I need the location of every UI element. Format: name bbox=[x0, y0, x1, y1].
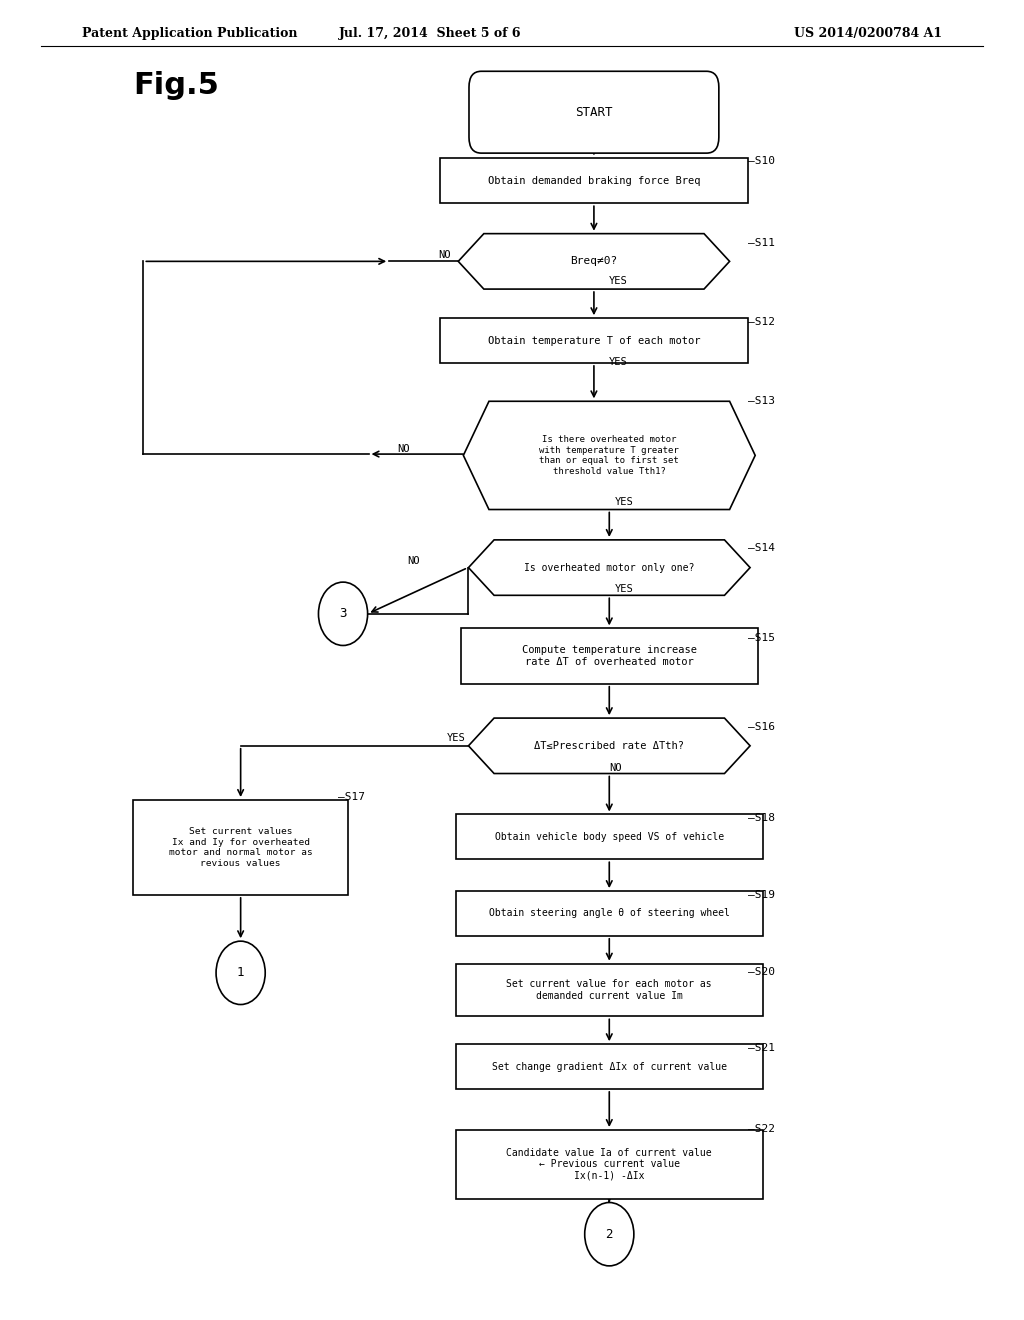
Text: Is overheated motor only one?: Is overheated motor only one? bbox=[524, 562, 694, 573]
Text: —S20: —S20 bbox=[748, 966, 774, 977]
Text: NO: NO bbox=[408, 556, 420, 566]
Text: Obtain demanded braking force Breq: Obtain demanded braking force Breq bbox=[487, 176, 700, 186]
Text: —S18: —S18 bbox=[748, 813, 774, 824]
Text: —S16: —S16 bbox=[748, 722, 774, 733]
Text: —S22: —S22 bbox=[748, 1123, 774, 1134]
Text: —S17: —S17 bbox=[338, 792, 365, 803]
FancyBboxPatch shape bbox=[456, 891, 763, 936]
Text: 1: 1 bbox=[237, 966, 245, 979]
FancyBboxPatch shape bbox=[469, 71, 719, 153]
Text: —S21: —S21 bbox=[748, 1043, 774, 1053]
Circle shape bbox=[585, 1203, 634, 1266]
Text: YES: YES bbox=[614, 496, 633, 507]
Text: —S19: —S19 bbox=[748, 890, 774, 900]
Text: Compute temperature increase
rate ΔT of overheated motor: Compute temperature increase rate ΔT of … bbox=[522, 645, 696, 667]
Circle shape bbox=[318, 582, 368, 645]
FancyBboxPatch shape bbox=[461, 628, 758, 684]
Text: 3: 3 bbox=[339, 607, 347, 620]
Text: NO: NO bbox=[609, 763, 622, 774]
Text: —S14: —S14 bbox=[748, 543, 774, 553]
Polygon shape bbox=[458, 234, 729, 289]
Text: —S15: —S15 bbox=[748, 632, 774, 643]
Text: Set current values
Ix and Iy for overheated
motor and normal motor as
revious va: Set current values Ix and Iy for overhea… bbox=[169, 828, 312, 867]
Text: —S12: —S12 bbox=[748, 317, 774, 327]
Text: Jul. 17, 2014  Sheet 5 of 6: Jul. 17, 2014 Sheet 5 of 6 bbox=[339, 26, 521, 40]
Text: Fig.5: Fig.5 bbox=[133, 71, 219, 100]
Text: —S11: —S11 bbox=[748, 238, 774, 248]
Polygon shape bbox=[468, 718, 750, 774]
FancyBboxPatch shape bbox=[440, 158, 748, 203]
Text: YES: YES bbox=[447, 733, 466, 743]
Text: Obtain temperature T of each motor: Obtain temperature T of each motor bbox=[487, 335, 700, 346]
Text: YES: YES bbox=[609, 276, 628, 286]
Text: Obtain vehicle body speed VS of vehicle: Obtain vehicle body speed VS of vehicle bbox=[495, 832, 724, 842]
Text: ΔT≤Prescribed rate ΔTth?: ΔT≤Prescribed rate ΔTth? bbox=[535, 741, 684, 751]
Text: Candidate value Ia of current value
← Previous current value
Ix(n-1) -ΔIx: Candidate value Ia of current value ← Pr… bbox=[507, 1147, 712, 1181]
FancyBboxPatch shape bbox=[456, 814, 763, 859]
Text: Is there overheated motor
with temperature T greater
than or equal to first set
: Is there overheated motor with temperatu… bbox=[540, 436, 679, 475]
Text: YES: YES bbox=[614, 583, 633, 594]
FancyBboxPatch shape bbox=[456, 1130, 763, 1199]
Text: YES: YES bbox=[609, 356, 628, 367]
FancyBboxPatch shape bbox=[440, 318, 748, 363]
Text: START: START bbox=[575, 106, 612, 119]
Text: Obtain steering angle θ of steering wheel: Obtain steering angle θ of steering whee… bbox=[488, 908, 730, 919]
FancyBboxPatch shape bbox=[133, 800, 348, 895]
Polygon shape bbox=[463, 401, 756, 510]
Circle shape bbox=[216, 941, 265, 1005]
Text: Set change gradient ΔIx of current value: Set change gradient ΔIx of current value bbox=[492, 1061, 727, 1072]
Text: NO: NO bbox=[438, 249, 451, 260]
Text: US 2014/0200784 A1: US 2014/0200784 A1 bbox=[794, 26, 942, 40]
Text: Set current value for each motor as
demanded current value Im: Set current value for each motor as dema… bbox=[507, 979, 712, 1001]
FancyBboxPatch shape bbox=[456, 1044, 763, 1089]
FancyBboxPatch shape bbox=[456, 964, 763, 1016]
Text: Patent Application Publication: Patent Application Publication bbox=[82, 26, 297, 40]
Text: —S13: —S13 bbox=[748, 396, 774, 407]
Text: —S10: —S10 bbox=[748, 156, 774, 166]
Text: Breq≠0?: Breq≠0? bbox=[570, 256, 617, 267]
Polygon shape bbox=[468, 540, 750, 595]
Text: 2: 2 bbox=[605, 1228, 613, 1241]
Text: NO: NO bbox=[397, 444, 410, 454]
